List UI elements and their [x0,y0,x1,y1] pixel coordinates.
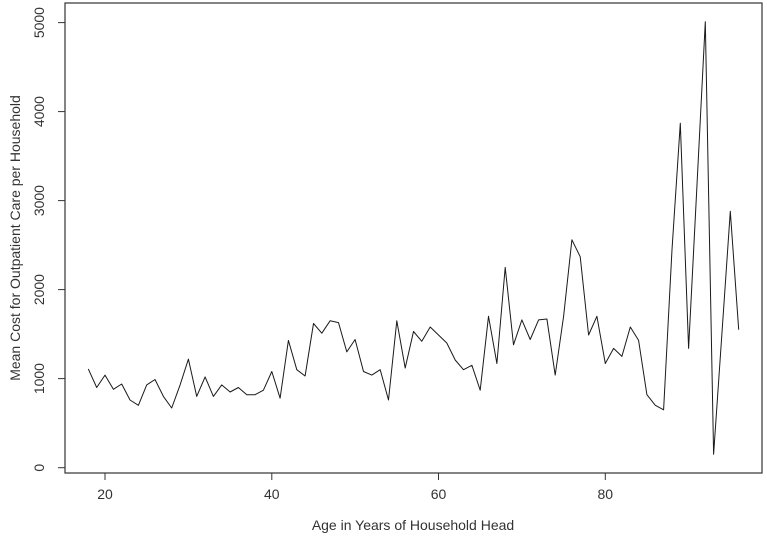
y-tick-label: 1000 [31,363,47,394]
x-tick-label: 20 [97,486,113,502]
y-tick-label: 0 [31,464,47,472]
y-tick-label: 4000 [31,96,47,127]
y-tick-label: 3000 [31,185,47,216]
y-tick-label: 5000 [31,7,47,38]
x-tick-label: 40 [264,486,280,502]
x-tick-label: 80 [598,486,614,502]
data-line [87,21,740,455]
y-axis: 0 1000 2000 3000 4000 5000 [31,7,65,472]
y-axis-title: Mean Cost for Outpatient Care per Househ… [7,95,23,381]
x-axis-title: Age in Years of Household Head [312,517,514,533]
x-tick-label: 60 [431,486,447,502]
x-axis: 20 40 60 80 [97,473,613,502]
plot-border [64,2,763,474]
y-tick-label: 2000 [31,274,47,305]
